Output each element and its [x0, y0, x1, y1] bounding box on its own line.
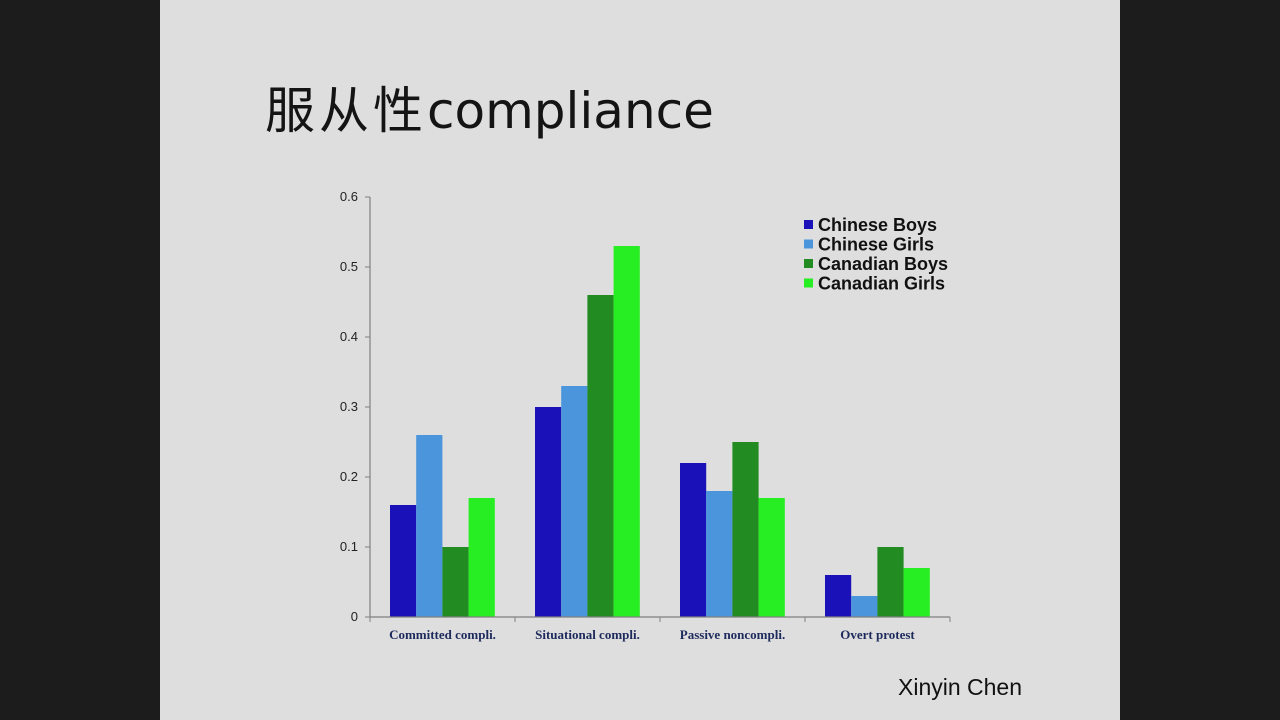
bar-canadian-boys-3 [877, 547, 904, 617]
legend-swatch [804, 259, 813, 268]
legend-label: Canadian Boys [818, 254, 948, 274]
x-category-label: Situational compli. [535, 627, 640, 642]
bar-chinese-boys-0 [390, 505, 417, 617]
legend-swatch [804, 239, 813, 249]
bar-chinese-girls-0 [416, 435, 443, 617]
bar-chinese-boys-1 [535, 407, 562, 617]
bar-canadian-boys-0 [442, 547, 469, 617]
bar-canadian-boys-2 [732, 442, 759, 617]
y-tick-label: 0.2 [340, 469, 358, 484]
y-tick-label: 0.3 [340, 399, 358, 414]
bar-chinese-boys-3 [825, 575, 852, 617]
y-tick-label: 0.4 [340, 329, 358, 344]
bar-chinese-boys-2 [680, 463, 707, 617]
slide-title: 服从性compliance [265, 76, 714, 146]
y-tick-label: 0.1 [340, 539, 358, 554]
y-tick-label: 0 [351, 609, 358, 624]
slide-title-cjk: 服从性 [265, 82, 427, 140]
axes-group: 0 0.1 0.2 0.3 0.4 0.5 0.6 Committed compli. Situ… [340, 189, 951, 642]
legend-label: Chinese Girls [818, 235, 934, 255]
x-category-label: Passive noncompli. [680, 627, 785, 642]
bar-chinese-girls-2 [706, 491, 733, 617]
x-category-label: Committed compli. [389, 627, 496, 642]
bar-canadian-girls-2 [758, 498, 785, 617]
y-tick-label: 0.6 [340, 189, 358, 204]
author-name: Xinyin Chen [898, 674, 1023, 700]
bar-canadian-girls-1 [613, 246, 640, 617]
bar-canadian-boys-1 [587, 295, 614, 617]
slide: 服从性compliance Xinyin Chen [160, 0, 1120, 720]
legend-label: Chinese Boys [818, 215, 937, 235]
y-tick-label: 0.5 [340, 259, 358, 274]
bar-canadian-girls-0 [468, 498, 495, 617]
bars-group [390, 246, 930, 617]
legend-swatch [804, 278, 813, 288]
legend-label: Canadian Girls [818, 274, 945, 294]
bar-chinese-girls-1 [561, 386, 588, 617]
bar-chinese-girls-3 [851, 596, 878, 617]
legend-swatch [804, 220, 813, 229]
x-category-label: Overt protest [840, 627, 915, 642]
slide-title-english: compliance [427, 82, 714, 140]
bar-canadian-girls-3 [903, 568, 930, 617]
